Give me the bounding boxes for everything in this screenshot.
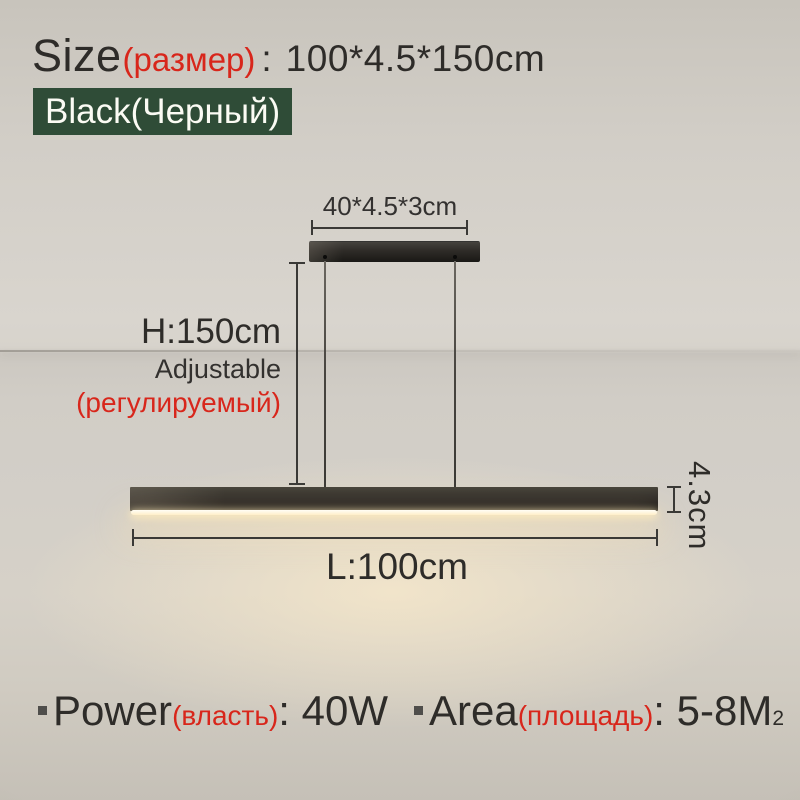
- canopy-dimension-line: [312, 227, 468, 229]
- power-bullet-icon: [38, 706, 47, 715]
- thickness-dimension-label: 4.3cm: [682, 461, 717, 551]
- canopy-dim-tick-right: [466, 220, 468, 235]
- area-unit-superscript: 2: [772, 707, 785, 730]
- wall-ceiling-junction: [0, 350, 800, 352]
- length-dimension-line: [133, 537, 658, 539]
- size-label-ru: (размер): [122, 41, 256, 78]
- size-value: 100*4.5*150cm: [285, 38, 546, 79]
- height-note-ru: (регулируемый): [76, 387, 281, 418]
- power-spec: Power (власть) : 40W: [53, 687, 388, 735]
- area-label-en: Area: [429, 687, 518, 734]
- length-dimension-label: L:100cm: [326, 546, 468, 587]
- thickness-dimension-line: [673, 487, 675, 513]
- thickness-dim-tick-bottom: [667, 511, 681, 513]
- height-dim-tick-top: [289, 262, 305, 264]
- ceiling-mount-bar: [309, 241, 480, 262]
- thickness-dim-tick-top: [667, 486, 681, 488]
- area-bullet-icon: [414, 706, 423, 715]
- height-dimension-line: [296, 264, 298, 484]
- height-note-en: Adjustable: [154, 354, 281, 384]
- suspension-wire-left: [324, 261, 326, 488]
- length-dim-tick-left: [132, 529, 134, 546]
- led-strip: [131, 510, 657, 515]
- suspension-wire-right: [454, 261, 456, 488]
- canopy-screw-left: [323, 255, 327, 259]
- size-heading: Size (размер) : 100*4.5*150cm: [32, 30, 545, 82]
- length-dim-tick-right: [656, 529, 658, 546]
- canopy-screw-right: [453, 255, 457, 259]
- canopy-dim-tick-left: [311, 220, 313, 235]
- area-label-ru: (площадь): [517, 700, 654, 731]
- lamp-bar: [130, 487, 658, 511]
- height-dim-tick-bottom: [289, 483, 305, 485]
- height-dimension-label: H:150cm: [140, 312, 281, 351]
- canopy-dimension-label: 40*4.5*3cm: [322, 191, 458, 221]
- power-label-ru: (власть): [172, 700, 279, 731]
- power-value: : 40W: [278, 687, 388, 734]
- size-label-en: Size: [32, 30, 122, 81]
- power-label-en: Power: [53, 687, 173, 734]
- area-spec: Area (площадь) : 5-8M 2: [429, 687, 784, 735]
- color-badge: Black(Черный): [33, 88, 293, 135]
- size-separator: :: [261, 38, 272, 79]
- height-annotation: H:150cm Adjustable (регулируемый): [0, 310, 281, 420]
- area-value: : 5-8M: [653, 687, 773, 734]
